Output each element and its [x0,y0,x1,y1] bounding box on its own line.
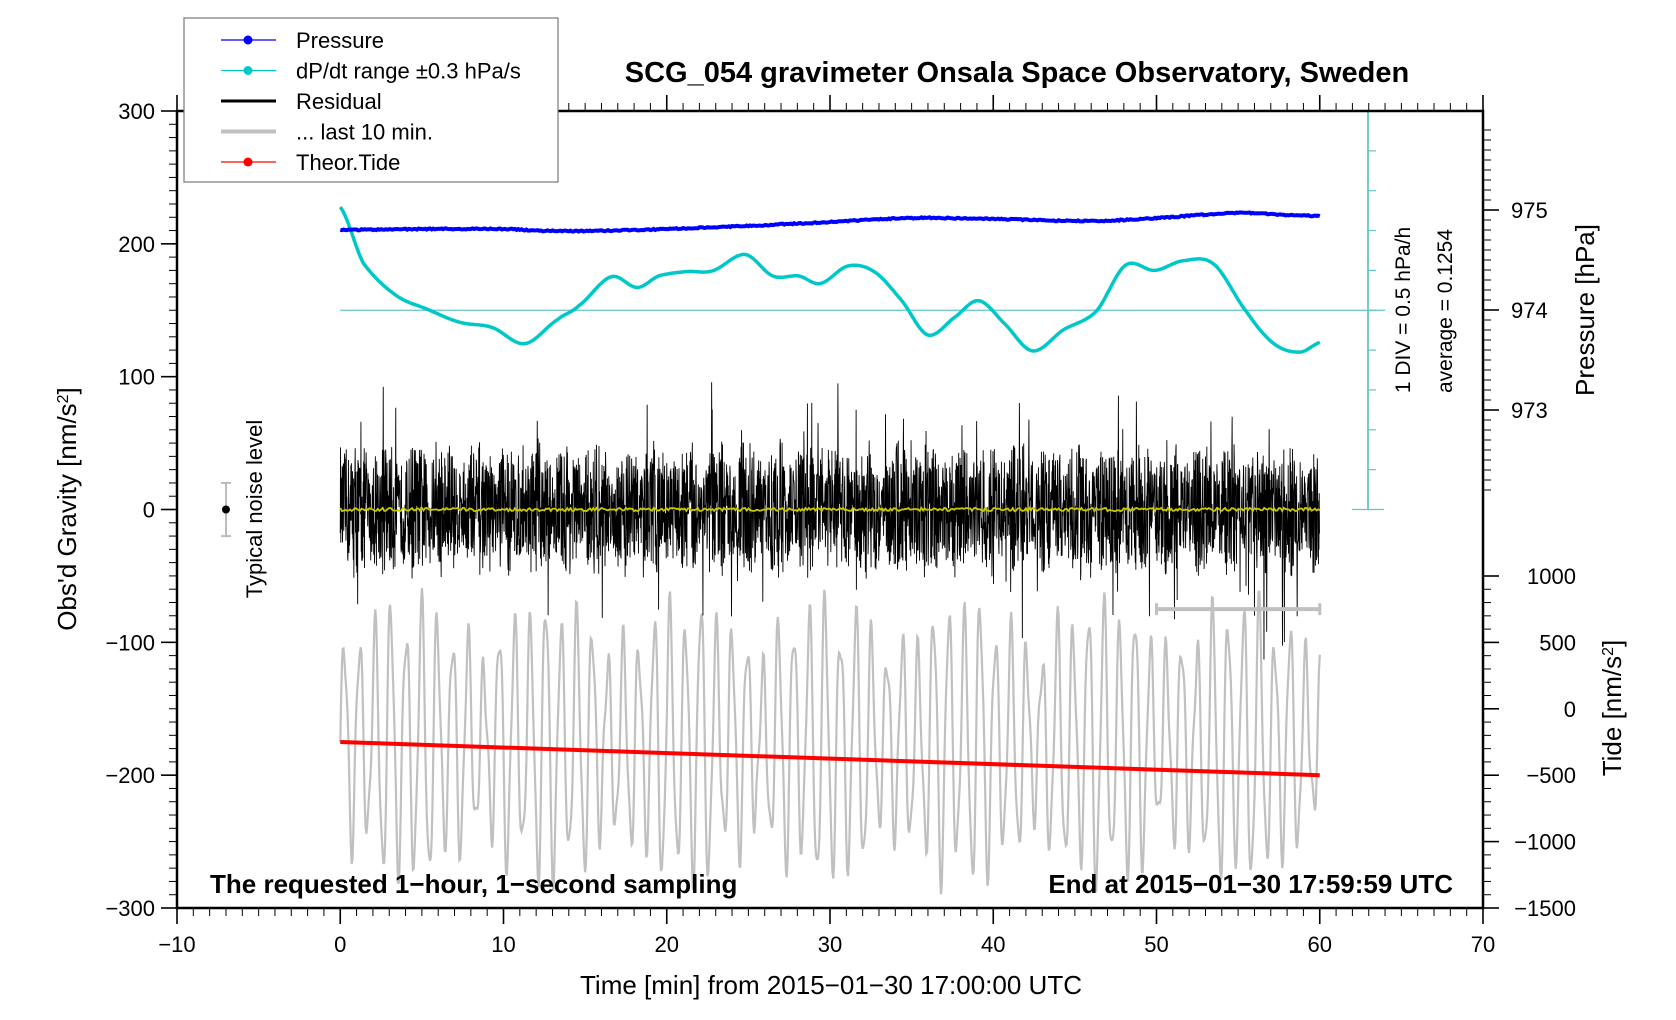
tide-tick-label: −1000 [1514,830,1576,855]
pressure-axis-label: Pressure [hPa] [1570,224,1600,396]
tide-tick-label: −500 [1526,763,1576,788]
tide-tick-label: 1000 [1527,564,1576,589]
pressure-line [339,210,1321,234]
legend-label-3: ... last 10 min. [296,120,433,145]
legend-label-0: Pressure [296,28,384,53]
x-tick-label: 50 [1144,932,1168,957]
y-tick-label: −300 [105,896,155,921]
x-tick-label: 20 [655,932,679,957]
y-tick-label: 300 [118,99,155,124]
y-axis-label: Obs'd Gravity [nm/s2] [52,387,82,631]
tide-tick-label: 0 [1564,697,1576,722]
noise-level-label: Typical noise level [242,420,267,599]
x-tick-label: −10 [158,932,195,957]
x-tick-label: 10 [491,932,515,957]
tide-tick-label: −1500 [1514,896,1576,921]
y-axis-label-sup: 2 [55,394,72,403]
residual-line [339,382,1320,660]
tide-axis-label: Tide [nm/s2] [1597,640,1627,777]
y-tick-label: 200 [118,232,155,257]
legend-label-2: Residual [296,89,382,114]
theor-tide-line [340,740,1320,778]
dpdt-div-label: 1 DIV = 0.5 hPa/h [1392,227,1415,393]
dpdt-average-label: average = 0.1254 [1434,229,1457,393]
noise-center-dot [221,505,230,514]
x-tick-label: 30 [818,932,842,957]
last-10-min-line [339,588,1321,895]
legend-label-1: dP/dt range ±0.3 hPa/s [296,59,521,84]
chart-title: SCG_054 gravimeter Onsala Space Observat… [625,57,1409,89]
tide-axis-label-main: Tide [nm/s [1597,656,1627,776]
legend-entries: Pressure dP/dt range ±0.3 hPa/s Residual..… [221,28,521,175]
y-axis-label-end: ] [52,387,82,394]
x-axis-label: Time [min] from 2015−01−30 17:00:00 UTC [580,970,1082,1000]
axes: −10 0 10 20 30 40 50 60 70−300−200−1000100200300… [105,95,1576,957]
y-tick-label: −100 [105,630,155,655]
x-tick-label: 60 [1308,932,1332,957]
end-time-annotation: End at 2015−01−30 17:59:59 UTC [1048,869,1453,899]
tide-tick-label: 500 [1539,630,1576,655]
tide-axis-label-sup: 2 [1600,647,1617,656]
legend-marker-1 [243,66,253,75]
residual-smoothed-line [339,505,1321,513]
plot-area [220,110,1385,895]
dpdt-line [338,206,1321,354]
y-tick-label: 0 [143,498,155,523]
x-tick-label: 70 [1471,932,1495,957]
pressure-tick-label: 975 [1511,198,1548,223]
y-tick-label: 100 [118,365,155,390]
pressure-tick-label: 973 [1511,398,1548,423]
legend: Pressure dP/dt range ±0.3 hPa/s Residual..… [183,17,559,183]
legend-marker-4 [243,157,253,167]
tide-axis-label-end: ] [1597,640,1627,647]
y-axis-label-main: Obs'd Gravity [nm/s [52,403,82,630]
legend-marker-0 [243,35,253,45]
legend-label-4: Theor.Tide [296,150,400,175]
x-tick-label: 0 [334,932,346,957]
sampling-annotation: The requested 1−hour, 1−second sampling [210,869,737,899]
x-tick-label: 40 [981,932,1005,957]
pressure-tick-label: 974 [1511,298,1548,323]
y-tick-label: −200 [105,763,155,788]
